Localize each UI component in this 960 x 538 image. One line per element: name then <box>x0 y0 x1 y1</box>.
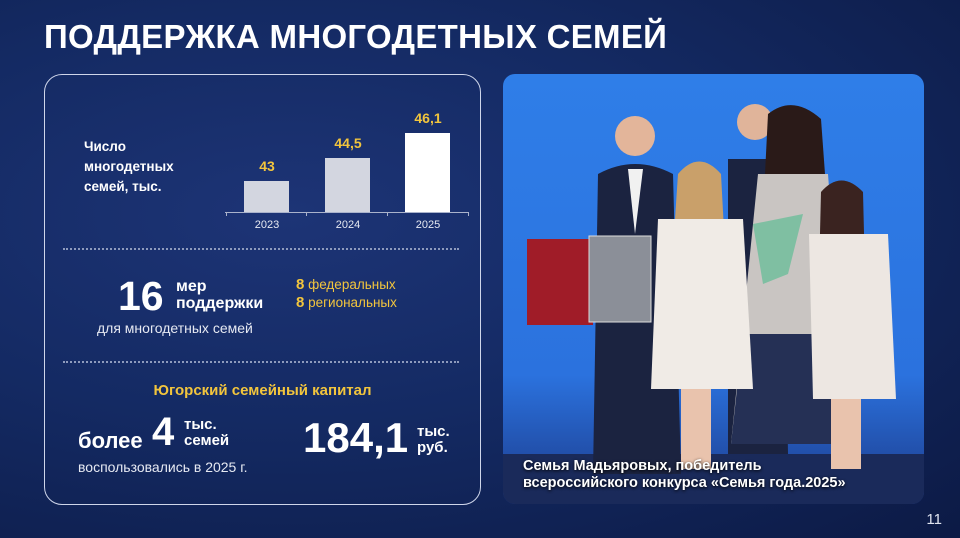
measures-label-1: мер <box>176 278 207 295</box>
bar-value-label: 43 <box>259 158 275 174</box>
stats-card <box>44 74 481 505</box>
chart-title: Число многодетных семей, тыс. <box>84 139 174 194</box>
measures-label-2: поддержки <box>176 295 264 312</box>
families-unit-2: семей <box>184 432 230 449</box>
page-number: 11 <box>926 511 942 528</box>
x-axis-tick <box>387 212 388 216</box>
family-photo-illustration <box>503 104 924 504</box>
federal-measures: 8 федеральных <box>296 276 396 293</box>
photo-caption: Семья Мадьяровых, победитель всероссийск… <box>523 458 846 492</box>
slide-title: ПОДДЕРЖКА МНОГОДЕТНЫХ СЕМЕЙ <box>44 18 668 55</box>
amount-unit: тыс. руб. <box>417 424 450 456</box>
federal-count: 8 <box>296 276 305 293</box>
caption-line-1: Семья Мадьяровых, победитель <box>523 458 762 474</box>
divider <box>63 361 459 363</box>
capital-used-text: воспользовались в 2025 г. <box>78 459 248 475</box>
amount-unit-1: тыс. <box>417 423 450 440</box>
family-photo: Семья Мадьяровых, победитель всероссийск… <box>503 74 924 504</box>
x-tick-label: 2024 <box>335 219 361 231</box>
capital-amount: 184,1 <box>303 414 409 461</box>
bar-value-label: 44,5 <box>334 134 362 151</box>
families-unit-1: тыс. <box>184 416 217 433</box>
x-tick-label: 2025 <box>415 219 441 231</box>
x-axis-tick <box>468 212 469 216</box>
x-axis-tick <box>226 212 227 216</box>
x-axis <box>225 212 469 213</box>
measures-subtitle: для многодетных семей <box>97 320 253 336</box>
capital-title: Югорский семейный капитал <box>153 382 372 399</box>
regional-label: региональных <box>308 295 397 310</box>
families-unit: тыс. семей <box>184 417 229 449</box>
regional-measures: 8 региональных <box>296 294 397 311</box>
x-tick-label: 2023 <box>254 219 280 231</box>
families-count: 4 <box>152 410 175 454</box>
x-axis-tick <box>306 212 307 216</box>
amount-unit-2: руб. <box>417 439 448 456</box>
measures-label: мер поддержки <box>176 278 263 312</box>
bar-value-label: 46,1 <box>414 109 442 126</box>
capital-prefix: более <box>78 428 143 453</box>
federal-label: федеральных <box>308 277 396 292</box>
regional-count: 8 <box>296 294 305 311</box>
divider <box>63 248 459 250</box>
bar-2025 <box>405 132 450 212</box>
bar-2023 <box>244 181 289 212</box>
caption-line-2: всероссийского конкурса «Семья года.2025… <box>523 475 846 491</box>
bar-2024 <box>325 157 370 212</box>
measures-count: 16 <box>118 273 164 319</box>
